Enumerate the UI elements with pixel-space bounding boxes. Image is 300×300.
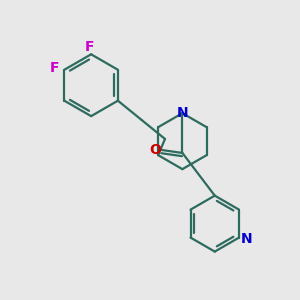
Text: N: N [177, 106, 188, 120]
Text: F: F [85, 40, 94, 54]
Text: F: F [50, 61, 60, 75]
Text: O: O [149, 143, 161, 157]
Text: N: N [241, 232, 252, 246]
